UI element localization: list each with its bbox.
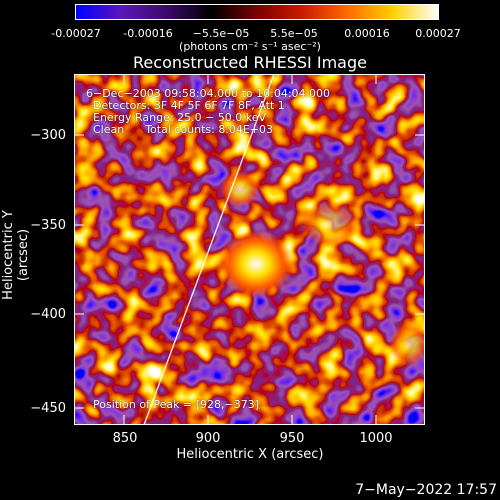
y-tick-label: −350	[30, 218, 66, 233]
colorbar	[75, 4, 439, 20]
annotation-counts: Clean Total counts: 8.04E+03	[93, 123, 274, 136]
y-tick-label: −450	[30, 401, 66, 416]
flare-core	[218, 230, 294, 298]
image-title: Reconstructed RHESSI Image	[133, 53, 367, 72]
footer-date: 7−May−2022 17:57	[355, 482, 497, 498]
x-tick-label: 850	[112, 431, 138, 446]
x-tick-label: 950	[279, 431, 305, 446]
x-axis-label: Heliocentric X (arcsec)	[176, 447, 324, 462]
annotation-detectors: Detectors: 3F 4F 5F 6F 7F 8F, Att 1	[93, 99, 285, 112]
colorbar-tick: -0.00016	[123, 27, 173, 40]
x-tick-label: 1000	[359, 431, 393, 446]
solar-limb-line	[143, 74, 275, 425]
axis-ticks	[74, 74, 425, 425]
flare-source	[299, 200, 359, 248]
annotation-peak: Position of Peak = [928,−373]	[93, 398, 260, 411]
annotation-time-range: 6−Dec−2003 09:58:04.000 to 10:04:04.000	[86, 87, 331, 100]
y-axis-label: Heliocentric Y (arcsec)	[1, 210, 31, 300]
x-tick-label: 900	[195, 431, 221, 446]
flare-source	[220, 171, 260, 207]
colorbar-unit: (photons cm⁻² s⁻¹ asec⁻²)	[179, 40, 321, 53]
flare-source	[389, 322, 425, 366]
y-tick-label: −400	[30, 307, 66, 322]
annotation-energy: Energy Range: 25.0 − 50.0 keV	[93, 111, 267, 124]
colorbar-tick: 0.00016	[344, 27, 390, 40]
colorbar-tick: 0.00027	[415, 27, 461, 40]
colorbar-tick: -0.00027	[51, 27, 101, 40]
colorbar-tick: 5.5e−05	[270, 27, 318, 40]
rhessi-image	[74, 74, 425, 425]
plot-frame	[74, 74, 425, 425]
colorbar-tick: −5.5e−05	[192, 27, 250, 40]
y-tick-label: −300	[30, 128, 66, 143]
